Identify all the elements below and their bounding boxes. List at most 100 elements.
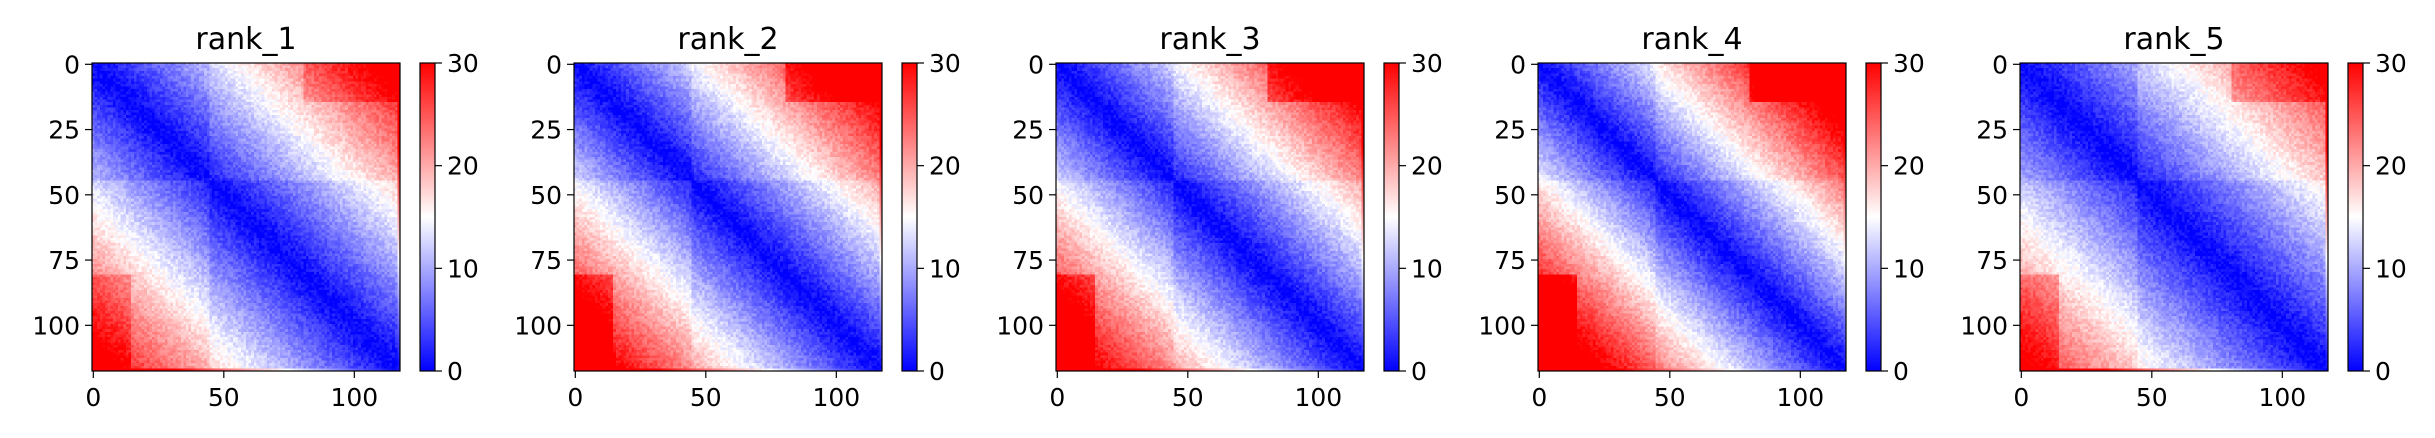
heatmap-cell xyxy=(277,102,280,105)
heatmap-cell xyxy=(327,81,330,84)
heatmap-cell xyxy=(322,100,325,103)
heatmap-cell xyxy=(160,97,163,100)
heatmap-cell xyxy=(316,79,319,82)
heatmap-cell xyxy=(105,92,108,95)
heatmap-cell xyxy=(285,71,288,74)
heatmap-cell xyxy=(387,81,390,84)
heatmap-cell xyxy=(199,113,202,116)
heatmap-cell xyxy=(105,110,108,113)
heatmap-cell xyxy=(377,107,380,110)
heatmap-cell xyxy=(149,110,152,113)
heatmap-cell xyxy=(322,107,325,110)
heatmap-cell xyxy=(173,92,176,95)
heatmap-cell xyxy=(356,73,359,76)
heatmap-cell xyxy=(209,66,212,69)
heatmap-cell xyxy=(369,84,372,87)
heatmap-cell xyxy=(298,79,301,82)
heatmap-cell xyxy=(303,94,306,97)
heatmap-cell xyxy=(168,102,171,105)
heatmap-cell xyxy=(288,71,291,74)
heatmap-cell xyxy=(353,97,356,100)
heatmap-cell xyxy=(189,92,192,95)
heatmap-cell xyxy=(173,97,176,100)
heatmap-cell xyxy=(102,105,105,108)
heatmap-cell xyxy=(113,113,116,116)
heatmap-cell xyxy=(215,115,218,118)
heatmap-cell xyxy=(348,92,351,95)
heatmap-cell xyxy=(264,68,267,71)
heatmap-cell xyxy=(196,97,199,100)
heatmap-cell xyxy=(97,92,100,95)
heatmap-cell xyxy=(202,71,205,74)
heatmap-cell xyxy=(296,105,299,108)
heatmap-cell xyxy=(173,71,176,74)
heatmap-cell xyxy=(121,66,124,69)
heatmap-cell xyxy=(330,73,333,76)
heatmap-cell xyxy=(322,113,325,116)
heatmap-cell xyxy=(275,73,278,76)
heatmap-cell xyxy=(123,81,126,84)
heatmap-cell xyxy=(285,107,288,110)
heatmap-cell xyxy=(217,105,220,108)
heatmap-cell xyxy=(314,86,317,89)
heatmap-cell xyxy=(223,107,226,110)
heatmap-cell xyxy=(358,100,361,103)
heatmap-cell xyxy=(322,115,325,118)
heatmap-cell xyxy=(262,94,265,97)
heatmap-cell xyxy=(113,97,116,100)
heatmap-cell xyxy=(369,81,372,84)
heatmap-cell xyxy=(269,76,272,79)
heatmap-cell xyxy=(157,89,160,92)
heatmap-cell xyxy=(176,105,179,108)
heatmap-cell xyxy=(157,76,160,79)
heatmap-cell xyxy=(238,66,241,69)
heatmap-cell xyxy=(358,84,361,87)
heatmap-cell xyxy=(272,100,275,103)
heatmap-cell xyxy=(199,71,202,74)
heatmap-cell xyxy=(369,113,372,116)
heatmap-cell xyxy=(350,102,353,105)
heatmap-cell xyxy=(212,81,215,84)
heatmap-cell xyxy=(332,79,335,82)
heatmap-cell xyxy=(129,71,132,74)
heatmap-cell xyxy=(311,71,314,74)
heatmap-cell xyxy=(176,73,179,76)
heatmap-cell xyxy=(285,115,288,118)
heatmap-cell xyxy=(139,107,142,110)
heatmap-cell xyxy=(269,105,272,108)
heatmap-cell xyxy=(358,94,361,97)
heatmap-cell xyxy=(298,92,301,95)
heatmap-cell xyxy=(269,79,272,82)
heatmap-cell xyxy=(189,89,192,92)
heatmap-cell xyxy=(288,115,291,118)
heatmap-cell xyxy=(134,115,137,118)
heatmap-cell xyxy=(285,113,288,116)
heatmap-cell xyxy=(123,86,126,89)
heatmap-cell xyxy=(369,79,372,82)
heatmap-cell xyxy=(296,107,299,110)
heatmap-cell xyxy=(251,76,254,79)
heatmap-cell xyxy=(100,66,103,69)
heatmap-cell xyxy=(134,89,137,92)
heatmap-cell xyxy=(335,113,338,116)
heatmap-cell xyxy=(131,66,134,69)
heatmap-cell xyxy=(202,84,205,87)
heatmap-cell xyxy=(110,86,113,89)
heatmap-cell xyxy=(139,92,142,95)
heatmap-cell xyxy=(189,115,192,118)
heatmap-cell xyxy=(335,94,338,97)
heatmap-cell xyxy=(144,79,147,82)
heatmap-cell xyxy=(170,113,173,116)
heatmap-cell xyxy=(395,113,398,116)
heatmap-cell xyxy=(230,71,233,74)
heatmap-cell xyxy=(306,81,309,84)
heatmap-cell xyxy=(168,86,171,89)
heatmap-cell xyxy=(259,94,262,97)
heatmap-cell xyxy=(371,73,374,76)
heatmap-cell xyxy=(256,110,259,113)
heatmap-cell xyxy=(298,73,301,76)
heatmap-cell xyxy=(147,94,150,97)
heatmap-cell xyxy=(303,76,306,79)
heatmap-cell xyxy=(332,102,335,105)
heatmap-cell xyxy=(131,71,134,74)
